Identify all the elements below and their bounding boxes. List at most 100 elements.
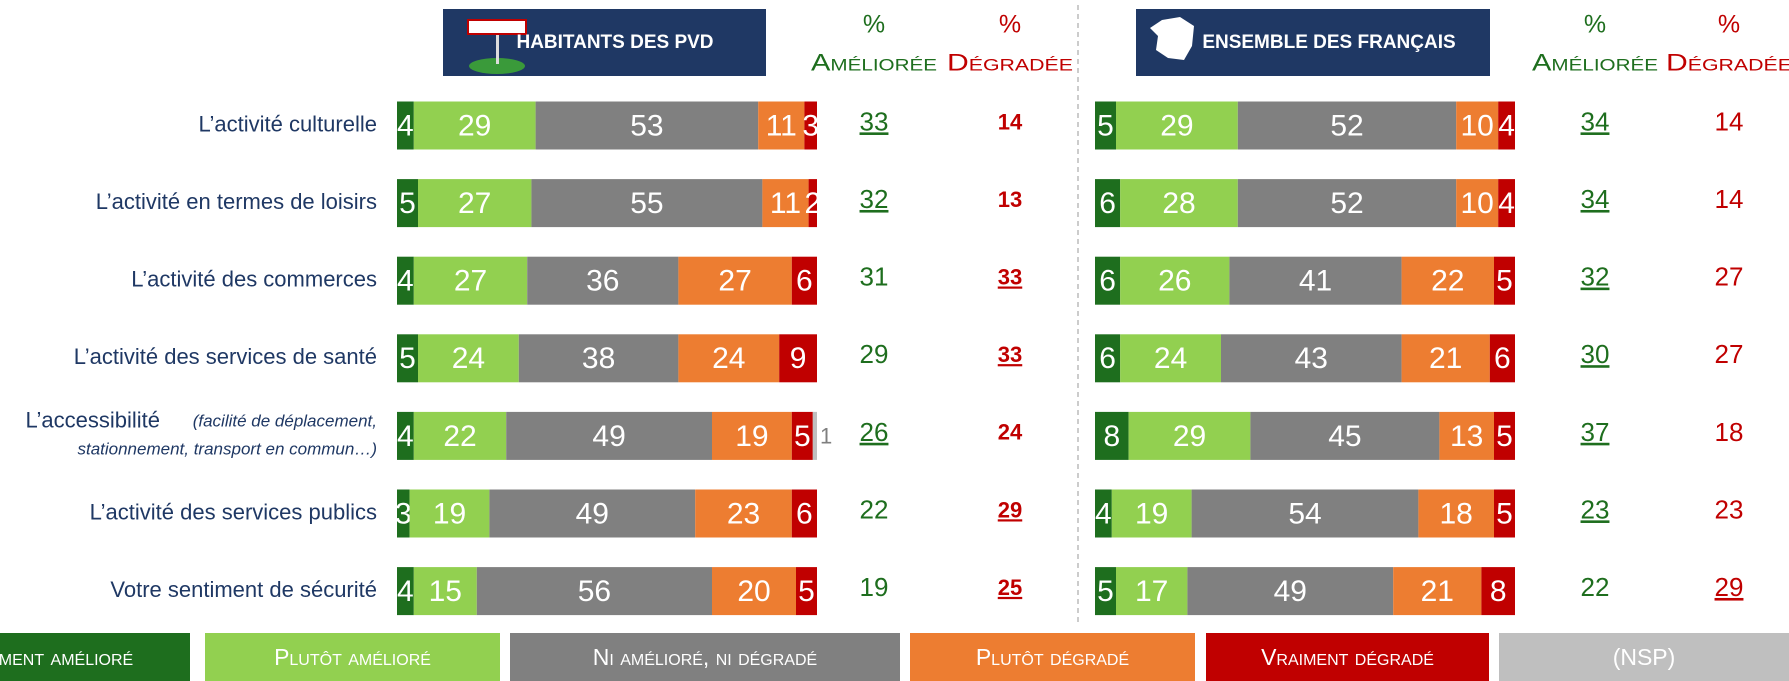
bar-segment — [1191, 489, 1419, 538]
segment-label: 13 — [1450, 420, 1483, 453]
segment-label: 55 — [630, 187, 663, 220]
category-label: L’activité des commerces — [131, 267, 377, 292]
bar-segment — [489, 489, 696, 538]
segment-label: 5 — [1097, 575, 1114, 608]
bar-segment — [712, 567, 796, 616]
column-value: 30 — [1581, 339, 1610, 369]
bar-segment — [1456, 101, 1499, 150]
bar-segment — [1250, 411, 1440, 460]
segment-label: 5 — [1496, 420, 1513, 453]
segment-label: 19 — [735, 420, 768, 453]
segment-label: 2 — [804, 187, 821, 220]
column-value: 37 — [1581, 417, 1610, 447]
bar-segment — [791, 256, 817, 305]
segment-label: 19 — [433, 497, 466, 530]
segment-label: 6 — [1099, 187, 1116, 220]
segment-label: 52 — [1330, 109, 1363, 142]
bar-segment — [1120, 256, 1230, 305]
bar-segment — [476, 567, 712, 616]
bar-segment — [397, 489, 410, 538]
bar-segment — [1116, 567, 1188, 616]
column-value: 22 — [860, 494, 889, 524]
column-label: Dégradée — [1666, 49, 1789, 76]
column-value: 23 — [1715, 494, 1744, 524]
segment-label: 6 — [1099, 265, 1116, 298]
column-value: 29 — [1715, 572, 1744, 602]
bar-segment — [1456, 179, 1499, 228]
category-label: L’activité des services de santé — [74, 344, 377, 369]
bar-segment — [535, 101, 759, 150]
segment-label: 36 — [586, 265, 619, 298]
bar-segment — [1498, 101, 1515, 150]
segment-label: 24 — [712, 342, 745, 375]
bar-segment — [1120, 179, 1238, 228]
segment-label: 23 — [727, 497, 760, 530]
column-value: 14 — [998, 109, 1023, 134]
bar-segment — [397, 334, 418, 383]
segment-label: 29 — [1173, 420, 1206, 453]
bar-segment — [518, 334, 679, 383]
segment-label: 26 — [1158, 265, 1191, 298]
bar-segment — [506, 411, 712, 460]
bar-segment — [796, 567, 817, 616]
bar-segment — [1237, 101, 1457, 150]
panel-title: HABITANTS DES PVD — [516, 32, 713, 53]
segment-label: 4 — [397, 575, 414, 608]
bar-segment — [413, 256, 528, 305]
column-label: Améliorée — [811, 49, 937, 76]
segment-label: 5 — [399, 342, 416, 375]
bar-segment — [1120, 334, 1221, 383]
segment-label: 4 — [1498, 109, 1515, 142]
column-value: 33 — [860, 106, 889, 136]
column-value: 13 — [998, 187, 1022, 212]
legend-swatch — [0, 633, 190, 681]
column-value: 34 — [1581, 184, 1610, 214]
segment-label: 21 — [1429, 342, 1462, 375]
bar-segment — [1095, 101, 1116, 150]
segment-label: 10 — [1461, 187, 1494, 220]
segment-label: 5 — [794, 420, 811, 453]
bar-segment — [762, 179, 809, 228]
segment-label: 5 — [399, 187, 416, 220]
segment-label: 24 — [1154, 342, 1187, 375]
column-value: 23 — [1581, 494, 1610, 524]
bar-segment — [1418, 489, 1494, 538]
column-value: 32 — [860, 184, 889, 214]
legend-swatch — [510, 633, 900, 681]
segment-label: 27 — [458, 187, 491, 220]
column-value: 33 — [998, 342, 1022, 367]
bar-segment — [791, 411, 813, 460]
legend-label: Plutôt dégradé — [976, 644, 1129, 670]
bar-segment — [1116, 101, 1238, 150]
bar-segment — [678, 256, 792, 305]
bar-segment — [1095, 334, 1121, 383]
column-value: 14 — [1715, 184, 1744, 214]
bar-segment — [1128, 411, 1251, 460]
bar-segment — [1187, 567, 1394, 616]
category-label: L’accessibilité — [25, 408, 160, 433]
segment-label: 10 — [1461, 109, 1494, 142]
france-icon — [1150, 17, 1194, 60]
column-value: 27 — [1715, 262, 1744, 292]
bar-segment — [1498, 179, 1515, 228]
bar-segment — [418, 334, 519, 383]
column-value: 34 — [1581, 106, 1610, 136]
segment-label: 6 — [796, 497, 813, 530]
bar-segment — [804, 101, 817, 150]
bar-segment — [1111, 489, 1192, 538]
segment-label: 41 — [1299, 265, 1332, 298]
bar-segment — [1229, 256, 1402, 305]
segment-label: 4 — [1095, 497, 1112, 530]
column-value: 14 — [1715, 106, 1744, 136]
legend-label: Vraiment dégradé — [1261, 644, 1434, 670]
bar-segment — [695, 489, 792, 538]
column-value: 25 — [998, 575, 1022, 600]
segment-label: 28 — [1162, 187, 1195, 220]
segment-label: 4 — [1498, 187, 1515, 220]
segment-label: 54 — [1288, 497, 1321, 530]
category-label: L’activité culturelle — [198, 111, 377, 136]
segment-label: 27 — [454, 265, 487, 298]
column-symbol: % — [863, 11, 885, 39]
bar-segment — [413, 101, 536, 150]
column-symbol: % — [1584, 11, 1606, 39]
